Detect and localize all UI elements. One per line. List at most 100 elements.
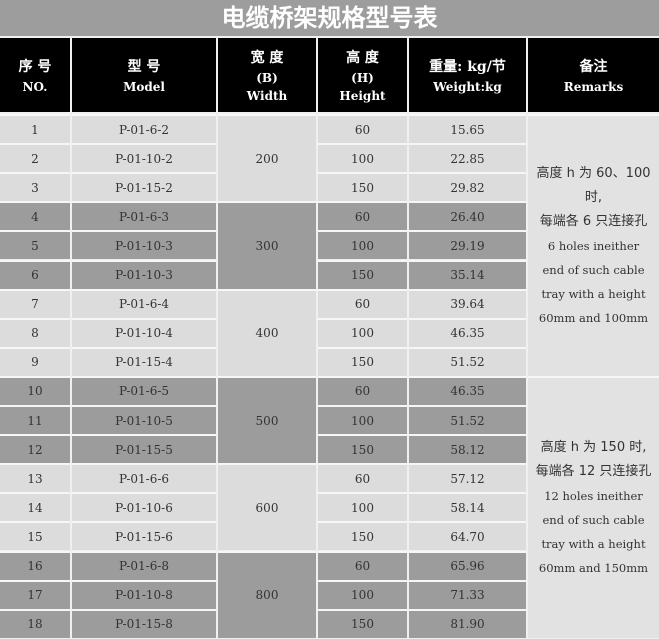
cell-height: 60 [318, 288, 407, 318]
header-label-zh: 备注 [579, 59, 608, 75]
remark-line: 6 holes ineither [547, 238, 640, 253]
cell-height: 150 [318, 608, 407, 638]
cell-model: P-01-6-3 [72, 201, 216, 231]
cell-weight: 51.52 [409, 405, 526, 435]
cell-weight: 29.19 [409, 230, 526, 260]
cell-model: P-01-15-5 [72, 434, 216, 464]
cell-height: 150 [318, 172, 407, 202]
remark-line: 高度 h 为 150 时, [540, 439, 647, 455]
cell-no: 10 [0, 375, 70, 405]
cell-width: 400 [218, 288, 316, 376]
cell-model: P-01-10-3 [72, 230, 216, 260]
cell-height: 150 [318, 346, 407, 376]
cell-height: 60 [318, 463, 407, 493]
header-label-symbol: (H) [351, 71, 374, 85]
cell-remarks: 高度 h 为 60、100 时, 每端各 6 只连接孔 6 holes ineith… [528, 114, 659, 376]
cell-height: 100 [318, 405, 407, 435]
cell-no: 7 [0, 288, 70, 318]
remark-line: 每端各 12 只连接孔 [535, 463, 652, 479]
cell-no: 8 [0, 317, 70, 347]
remark-line: end of such cable [542, 512, 645, 527]
header-weight: 重量: kg/节 Weight:kg [409, 38, 526, 112]
header-label-en: Height [339, 89, 386, 103]
cell-height: 100 [318, 579, 407, 609]
header-label-en: Remarks [563, 80, 624, 94]
cell-no: 5 [0, 230, 70, 260]
cell-model: P-01-10-4 [72, 317, 216, 347]
cell-no: 2 [0, 143, 70, 173]
header-remarks: 备注 Remarks [528, 38, 659, 112]
cell-height: 100 [318, 230, 407, 260]
cell-weight: 46.35 [409, 317, 526, 347]
cell-no: 4 [0, 201, 70, 231]
cell-weight: 46.35 [409, 375, 526, 405]
remark-line: end of such cable [542, 262, 645, 277]
remark-line: tray with a height [541, 286, 646, 301]
cell-model: P-01-15-6 [72, 521, 216, 551]
header-width: 宽 度 (B) Width [218, 38, 316, 112]
cell-model: P-01-6-4 [72, 288, 216, 318]
cell-no: 6 [0, 259, 70, 289]
cell-height: 60 [318, 550, 407, 580]
cell-no: 9 [0, 346, 70, 376]
cell-height: 60 [318, 201, 407, 231]
header-label-en: NO. [22, 80, 48, 94]
cell-model: P-01-6-8 [72, 550, 216, 580]
cell-height: 60 [318, 114, 407, 144]
header-no: 序 号 NO. [0, 38, 70, 112]
cell-height: 100 [318, 492, 407, 522]
cell-model: P-01-6-6 [72, 463, 216, 493]
cell-no: 17 [0, 579, 70, 609]
cell-model: P-01-10-6 [72, 492, 216, 522]
header-label-en: Model [123, 80, 165, 94]
cell-width: 600 [218, 463, 316, 551]
header-label-symbol: (B) [256, 71, 278, 85]
cell-weight: 39.64 [409, 288, 526, 318]
header-label-en: Weight:kg [433, 80, 502, 94]
cell-width: 200 [218, 114, 316, 202]
cell-weight: 26.40 [409, 201, 526, 231]
cell-no: 18 [0, 608, 70, 638]
cell-weight: 35.14 [409, 259, 526, 289]
header-label-zh: 高 度 [346, 50, 379, 66]
cell-weight: 58.14 [409, 492, 526, 522]
header-label-zh: 重量: kg/节 [429, 59, 506, 75]
remark-line: 60mm and 100mm [538, 310, 649, 325]
header-label-en: Width [246, 89, 288, 103]
cell-model: P-01-10-5 [72, 405, 216, 435]
cell-model: P-01-10-2 [72, 143, 216, 173]
header-label-zh: 型 号 [127, 59, 161, 75]
remark-line: 高度 h 为 60、100 时, [536, 165, 651, 205]
header-height: 高 度 (H) Height [318, 38, 407, 112]
remark-line: tray with a height [541, 536, 646, 551]
cell-no: 11 [0, 405, 70, 435]
cell-weight: 71.33 [409, 579, 526, 609]
cell-height: 150 [318, 521, 407, 551]
remark-line: 60mm and 150mm [538, 560, 649, 575]
cell-no: 13 [0, 463, 70, 493]
cell-weight: 81.90 [409, 608, 526, 638]
header-label-zh: 宽 度 [250, 50, 284, 66]
cell-weight: 29.82 [409, 172, 526, 202]
cell-weight: 51.52 [409, 346, 526, 376]
header-label-zh: 序 号 [18, 59, 52, 75]
cell-no: 15 [0, 521, 70, 551]
cell-height: 150 [318, 434, 407, 464]
cell-weight: 64.70 [409, 521, 526, 551]
cell-weight: 15.65 [409, 114, 526, 144]
cell-remarks: 高度 h 为 150 时, 每端各 12 只连接孔 12 holes ineithe… [528, 375, 659, 638]
cell-no: 12 [0, 434, 70, 464]
cell-height: 100 [318, 143, 407, 173]
cell-model: P-01-15-4 [72, 346, 216, 376]
header-model: 型 号 Model [72, 38, 216, 112]
cell-weight: 58.12 [409, 434, 526, 464]
cell-model: P-01-6-5 [72, 375, 216, 405]
cell-no: 3 [0, 172, 70, 202]
cell-no: 1 [0, 114, 70, 144]
cell-model: P-01-6-2 [72, 114, 216, 144]
cell-model: P-01-15-8 [72, 608, 216, 638]
remark-line: 每端各 6 只连接孔 [539, 213, 648, 229]
cell-model: P-01-10-8 [72, 579, 216, 609]
cell-no: 16 [0, 550, 70, 580]
cell-no: 14 [0, 492, 70, 522]
